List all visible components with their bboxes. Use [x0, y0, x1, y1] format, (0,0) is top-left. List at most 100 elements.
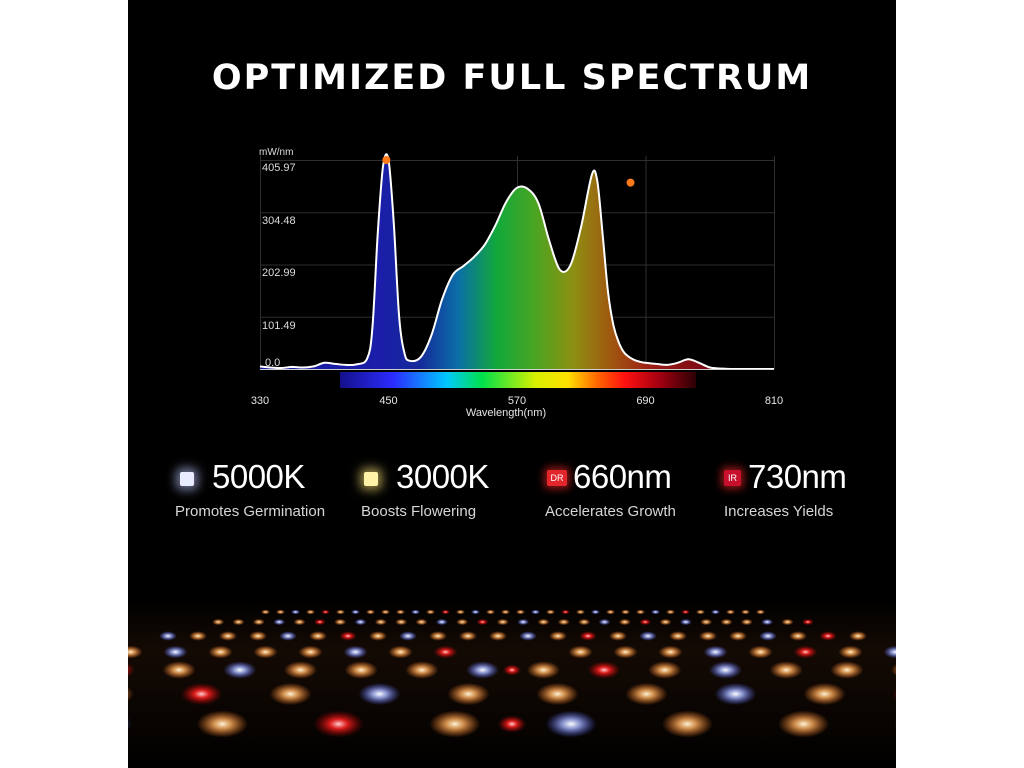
peak-marker	[626, 178, 635, 187]
led-light	[456, 618, 469, 626]
feature-subtitle: Increases Yields	[724, 503, 834, 520]
led-light	[748, 645, 773, 659]
led-light	[429, 710, 481, 738]
led-light	[313, 710, 365, 738]
led-light	[163, 645, 188, 659]
led-light	[714, 682, 757, 706]
spectrum-curve	[259, 153, 774, 370]
led-light	[489, 631, 507, 641]
led-light	[648, 661, 682, 679]
led-light	[343, 645, 368, 659]
led-light	[621, 609, 630, 615]
led-light	[618, 618, 631, 626]
led-light	[819, 631, 837, 641]
led-light	[892, 687, 896, 701]
poster: OPTIMIZED FULL SPECTRUM	[128, 0, 896, 768]
visible-spectrum-bar	[340, 372, 696, 388]
led-light	[613, 645, 638, 659]
feature-title: 730nm	[748, 458, 847, 495]
peak-markers	[382, 156, 635, 187]
led-light	[679, 618, 692, 626]
led-light	[661, 710, 713, 738]
led-light	[578, 618, 591, 626]
y-tick-label: 202.99	[262, 267, 296, 279]
led-light	[849, 631, 867, 641]
led-light	[366, 609, 375, 615]
led-light	[395, 618, 408, 626]
led-light	[466, 661, 500, 679]
x-tick-label: 330	[251, 395, 269, 407]
led-light	[476, 618, 489, 626]
led-light	[128, 662, 135, 678]
led-light	[838, 645, 863, 659]
led-light	[276, 609, 285, 615]
led-light	[232, 618, 245, 626]
led-light	[128, 717, 132, 731]
led-light	[291, 609, 300, 615]
led-light	[128, 645, 143, 659]
led-light	[128, 686, 134, 702]
led-light	[891, 663, 896, 677]
led-light	[284, 661, 317, 679]
led-light	[502, 664, 522, 676]
led-light	[269, 682, 312, 706]
led-light	[374, 618, 387, 626]
led-light	[519, 631, 537, 641]
led-light	[651, 609, 660, 615]
led-light	[741, 609, 750, 615]
led-light	[557, 618, 570, 626]
y-axis-label: mW/nm	[259, 147, 293, 158]
led-light	[625, 682, 668, 706]
x-tick-label: 570	[508, 395, 526, 407]
led-light	[789, 631, 807, 641]
led-light	[769, 661, 803, 679]
led-light	[756, 609, 765, 615]
y-tick-label: 101.49	[262, 320, 296, 332]
y-tick-label: 304.48	[262, 215, 296, 227]
led-light	[568, 645, 593, 659]
led-light	[313, 618, 326, 626]
led-light	[459, 631, 477, 641]
led-light	[306, 609, 315, 615]
led-light	[606, 609, 615, 615]
led-light	[497, 715, 527, 733]
led-light	[537, 618, 550, 626]
led-light	[894, 719, 896, 729]
feature-subtitle: Accelerates Growth	[545, 503, 676, 520]
led-light	[189, 631, 207, 641]
led-light	[759, 631, 777, 641]
led-light	[336, 609, 345, 615]
led-light	[696, 609, 705, 615]
led-light	[351, 609, 360, 615]
led-light	[180, 682, 223, 706]
led-light	[659, 618, 672, 626]
led-light	[334, 618, 347, 626]
led-light	[162, 661, 196, 679]
led-light	[358, 682, 401, 706]
led-light	[781, 618, 794, 626]
cool-white-led-icon	[180, 472, 194, 486]
led-light	[486, 609, 495, 615]
x-tick-label: 810	[765, 395, 783, 407]
led-light	[426, 609, 435, 615]
led-light	[546, 609, 555, 615]
led-light	[587, 661, 621, 679]
led-light	[576, 609, 585, 615]
led-light	[196, 710, 248, 738]
led-light	[591, 609, 600, 615]
feature-subtitle: Boosts Flowering	[361, 503, 477, 520]
feature-subtitle: Promotes Germination	[175, 503, 326, 520]
ir-chip-icon: IR	[724, 470, 741, 486]
feature-title: 3000K	[396, 458, 489, 495]
led-light	[396, 609, 405, 615]
led-light	[681, 609, 690, 615]
led-light	[830, 661, 864, 679]
led-light	[219, 631, 237, 641]
led-light	[471, 609, 480, 615]
led-light	[293, 618, 306, 626]
led-light	[429, 631, 447, 641]
led-grid-photo	[128, 600, 896, 768]
led-light	[536, 682, 579, 706]
led-light	[381, 609, 390, 615]
peak-marker	[382, 156, 391, 164]
